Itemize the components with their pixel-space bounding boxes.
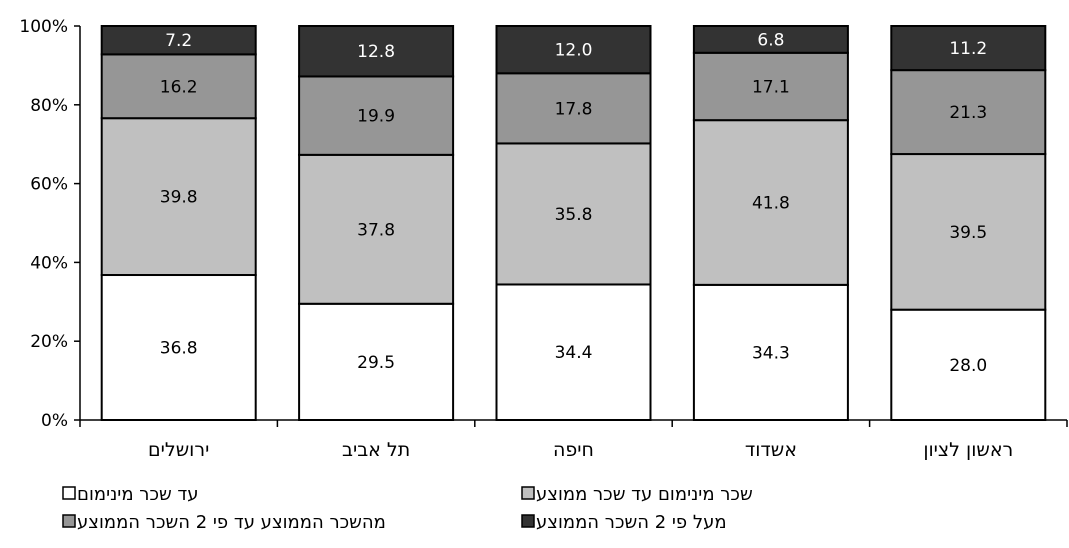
data-label: 16.2 [160, 77, 198, 97]
legend-swatch [521, 514, 535, 528]
data-label: 21.3 [949, 103, 987, 123]
bar-segment [495, 25, 652, 75]
y-tick-label: 60% [30, 175, 68, 195]
bar-segment [890, 69, 1047, 156]
bar-segment [100, 117, 257, 277]
legend-item: עד שכר מינימום [62, 484, 199, 505]
data-label: 41.8 [752, 194, 790, 214]
data-label: 17.1 [752, 77, 790, 97]
legend-label: עד שכר מינימום [77, 484, 199, 505]
legend-item: מעל פי 2 השכר הממוצע [521, 512, 727, 533]
bar-segment [100, 25, 257, 56]
bars-layer: 36.8 39.8 16.2 7.2 29.5 37.8 19.9 12.8 34.4 35.8 1… [100, 25, 1047, 421]
bar-segment [692, 25, 849, 54]
data-label: 11.2 [949, 39, 987, 59]
category-label: תל אביב [342, 439, 410, 461]
bar-segment [298, 25, 455, 78]
axis-layer: ירושלים תל אביב חיפה אשדוד ראשון לציון 0% 20% 4… [19, 17, 1068, 461]
data-label: 17.8 [555, 99, 593, 119]
data-label: 39.8 [160, 188, 198, 208]
legend-label: שכר מינימום עד שכר ממוצע [536, 484, 753, 505]
category-label: חיפה [553, 439, 594, 461]
data-label: 12.0 [555, 41, 593, 61]
legend-swatch [62, 486, 76, 500]
bar-segment [495, 142, 652, 286]
data-label: 34.4 [555, 343, 593, 363]
legend-item: שכר מינימום עד שכר ממוצע [521, 484, 753, 505]
data-label: 39.5 [949, 223, 987, 243]
y-tick-label: 40% [30, 253, 68, 273]
bar-segment [890, 153, 1047, 311]
y-tick-label: 100% [19, 17, 68, 37]
y-tick-label: 20% [30, 332, 68, 352]
category-label: אשדוד [745, 439, 797, 461]
category-label: ראשון לציון [923, 439, 1013, 461]
y-tick-label: 0% [41, 411, 68, 431]
legend-label: מהשכר הממוצע עד פי 2 השכר הממוצע [77, 512, 386, 533]
bar-segment [890, 25, 1047, 72]
bar-segment [890, 308, 1047, 421]
y-tick-label: 80% [30, 96, 68, 116]
bar-segment [298, 153, 455, 305]
data-label: 6.8 [757, 30, 784, 50]
category-label: ירושלים [148, 439, 209, 461]
data-label: 34.3 [752, 343, 790, 363]
data-label: 19.9 [357, 107, 395, 127]
legend-label: מעל פי 2 השכר הממוצע [536, 512, 727, 533]
data-label: 28.0 [949, 356, 987, 376]
data-label: 7.2 [165, 31, 192, 51]
data-label: 36.8 [160, 339, 198, 359]
legend-item: מהשכר הממוצע עד פי 2 השכר הממוצע [62, 512, 386, 533]
legend: עד שכר מינימום שכר מינימום עד שכר ממוצע מה… [62, 484, 753, 533]
data-label: 12.8 [357, 42, 395, 62]
bar-segment [298, 75, 455, 156]
legend-swatch [521, 486, 535, 500]
bar-segment [495, 72, 652, 145]
bar-segment [100, 274, 257, 421]
data-label: 37.8 [357, 220, 395, 240]
data-label: 35.8 [555, 205, 593, 225]
bar-segment [692, 51, 849, 122]
legend-swatch [62, 514, 76, 528]
data-label: 29.5 [357, 353, 395, 373]
